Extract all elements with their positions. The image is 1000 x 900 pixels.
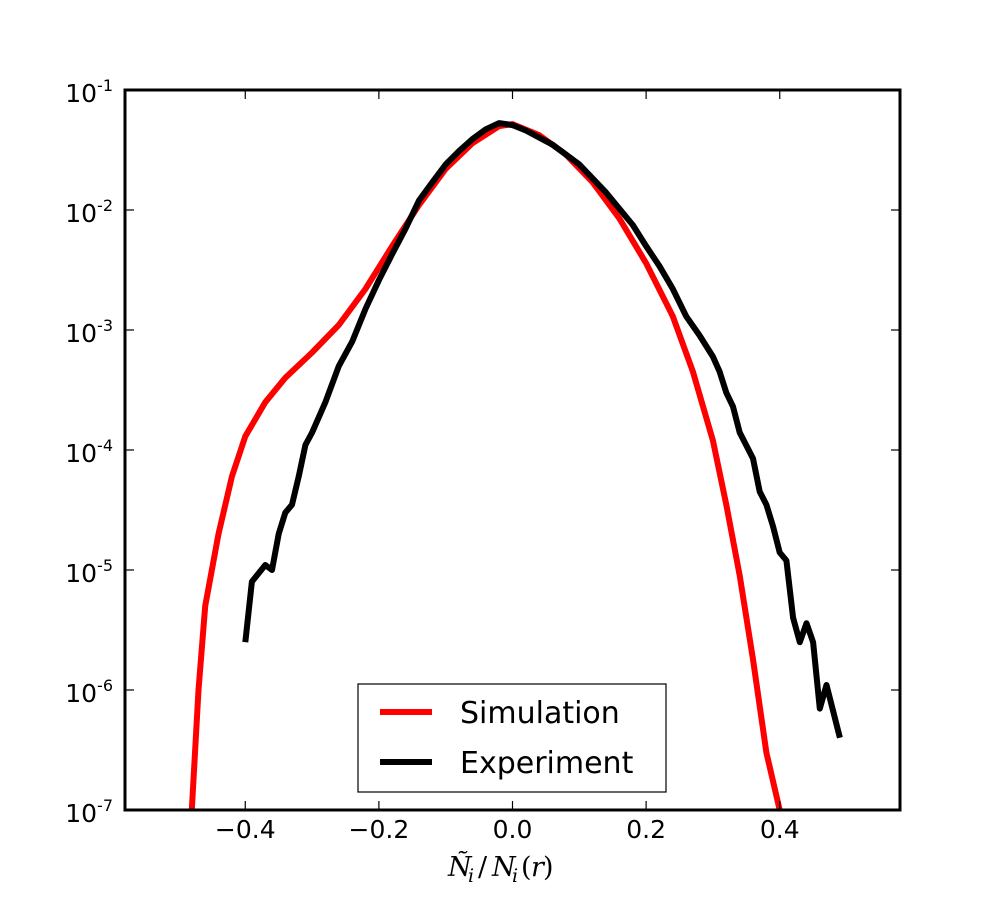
legend-label-experiment: Experiment bbox=[460, 746, 634, 781]
y-tick-label-2: 10-3 bbox=[65, 316, 113, 348]
x-tick-label-3: 0.2 bbox=[626, 815, 666, 844]
y-tick-label-5: 10-6 bbox=[65, 676, 113, 708]
series-line-simulation bbox=[188, 121, 783, 811]
ticks-layer: −0.4 −0.2 0.0 0.2 0.4 10-1 10-2 10-3 10-4 10-5 10-… bbox=[65, 76, 900, 844]
svg-text:i: i bbox=[512, 865, 518, 887]
svg-text:i: i bbox=[468, 865, 474, 887]
y-tick-label-1: 10-2 bbox=[65, 196, 113, 228]
svg-text:N: N bbox=[491, 852, 517, 883]
x-tick-label-0: −0.4 bbox=[215, 815, 276, 844]
legend-box bbox=[357, 683, 667, 793]
svg-text:Ñ: Ñ bbox=[447, 849, 473, 883]
legend: Simulation Experiment bbox=[357, 683, 667, 793]
legend-label-simulation: Simulation bbox=[460, 696, 620, 731]
svg-text:): ) bbox=[543, 852, 554, 883]
y-tick-label-6: 10-7 bbox=[65, 796, 113, 828]
x-tick-label-4: 0.4 bbox=[760, 815, 800, 844]
y-tick-label-4: 10-5 bbox=[65, 556, 113, 588]
x-tick-label-1: −0.2 bbox=[349, 815, 410, 844]
series-layer bbox=[188, 120, 843, 811]
plot-frame bbox=[123, 88, 902, 812]
x-tick-label-2: 0.0 bbox=[493, 815, 533, 844]
svg-text:(: ( bbox=[521, 852, 532, 883]
svg-text:/: / bbox=[478, 852, 488, 883]
y-tick-label-0: 10-1 bbox=[65, 76, 113, 108]
svg-text:r: r bbox=[531, 852, 546, 883]
y-tick-label-3: 10-4 bbox=[65, 436, 113, 468]
x-axis-title: Ñ i / N i ( r ) bbox=[447, 849, 554, 887]
series-line-experiment bbox=[242, 120, 843, 739]
